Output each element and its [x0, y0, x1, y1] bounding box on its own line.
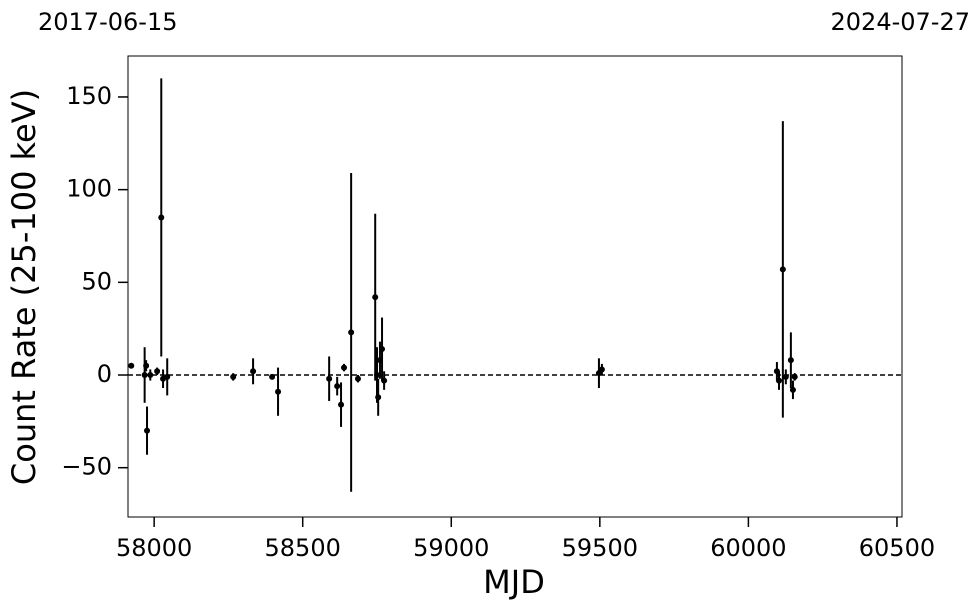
x-tick-label: 58000 [116, 534, 192, 562]
data-point [354, 375, 361, 382]
data-point [373, 372, 380, 379]
data-point [381, 377, 388, 384]
data-point [598, 366, 605, 373]
data-point [787, 357, 794, 364]
data-point [269, 373, 276, 380]
y-tick-label: 100 [66, 175, 112, 203]
data-point [144, 427, 151, 434]
data-point [791, 373, 798, 380]
data-point [164, 373, 171, 380]
data-point [154, 368, 161, 375]
y-tick-label: 0 [97, 360, 112, 388]
data-point [789, 386, 796, 393]
y-tick-label: 150 [66, 82, 112, 110]
annotation: 2017-06-15 [38, 8, 177, 36]
data-point [775, 377, 782, 384]
data-point [141, 372, 148, 379]
y-tick-label: 50 [81, 267, 112, 295]
data-point [372, 294, 379, 301]
data-point [338, 401, 345, 408]
x-tick-label: 59500 [562, 534, 638, 562]
data-point [375, 394, 382, 401]
data-point [334, 383, 341, 390]
data-point [143, 362, 150, 369]
x-tick-label: 60500 [859, 534, 935, 562]
data-point [779, 266, 786, 273]
data-point [782, 373, 789, 380]
plot-frame [127, 55, 903, 518]
y-axis-label: Count Rate (25-100 keV) [5, 89, 43, 485]
data-point [341, 364, 348, 371]
data-point [147, 372, 154, 379]
x-axis-label: MJD [483, 563, 545, 601]
data-point [128, 362, 135, 369]
data-point [326, 375, 333, 382]
data-point [158, 214, 165, 221]
data-point [230, 373, 237, 380]
x-tick-label: 60000 [710, 534, 786, 562]
data-point [275, 388, 282, 395]
x-tick-label: 58500 [265, 534, 341, 562]
annotation: 2024-07-27 [831, 8, 970, 36]
y-tick-label: −50 [61, 453, 112, 481]
data-point [379, 346, 386, 353]
data-point [250, 368, 257, 375]
x-tick-label: 59000 [413, 534, 489, 562]
data-point [348, 329, 355, 336]
